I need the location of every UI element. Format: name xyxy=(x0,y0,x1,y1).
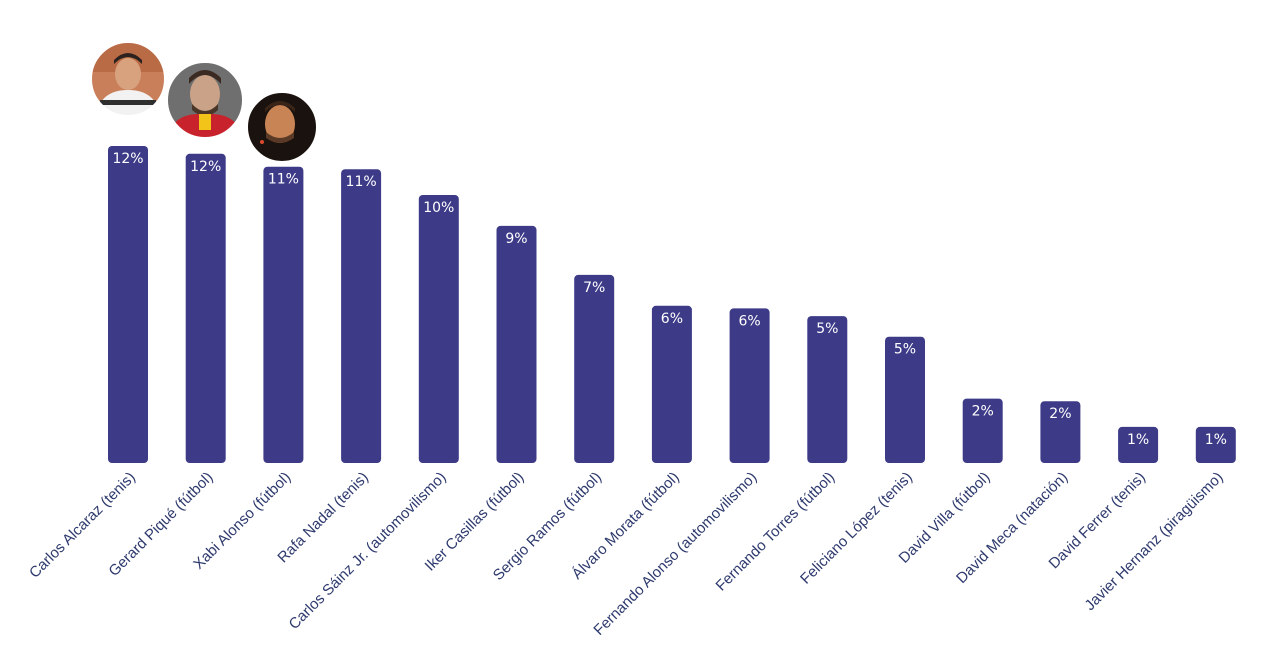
data-label: 2% xyxy=(1049,406,1071,422)
bar xyxy=(1040,401,1081,463)
category-labels-group: Carlos Alcaraz (tenis)Gerard Piqué (fútb… xyxy=(26,469,1227,639)
avatar-gerard-pique xyxy=(167,62,243,138)
bar xyxy=(341,169,382,463)
bar xyxy=(108,146,148,463)
data-label: 5% xyxy=(816,321,838,337)
data-label: 11% xyxy=(346,174,377,190)
bar xyxy=(729,308,770,463)
category-label: Carlos Sáinz Jr. (automovilismo) xyxy=(286,469,450,633)
data-label: 12% xyxy=(112,151,143,167)
bar xyxy=(574,274,615,463)
avatar-ring xyxy=(246,91,318,163)
data-label: 11% xyxy=(268,172,299,188)
bar xyxy=(1195,426,1236,463)
bar xyxy=(496,225,537,463)
avatar-ring xyxy=(166,61,244,139)
data-label: 1% xyxy=(1127,432,1149,448)
data-label: 1% xyxy=(1205,432,1227,448)
bar xyxy=(651,305,692,463)
bar xyxy=(807,316,848,463)
data-label: 9% xyxy=(505,231,527,247)
bar xyxy=(962,398,1003,463)
data-label: 5% xyxy=(894,342,916,358)
data-label: 2% xyxy=(972,404,994,420)
bar xyxy=(263,166,304,463)
bar xyxy=(185,153,226,464)
category-label: Javier Hernanz (piragüismo) xyxy=(1081,469,1226,614)
bar xyxy=(418,195,459,463)
data-label: 10% xyxy=(423,200,454,216)
data-label: 12% xyxy=(190,159,221,175)
bar xyxy=(885,336,925,463)
bars-group: 12% 12% 11% 11% 10% 9% 7% 6% 6% 5% 5% 2% 2% 1% 1% xyxy=(108,146,1236,464)
data-label: 6% xyxy=(661,311,683,327)
avatar-carlos-alcaraz xyxy=(91,42,165,116)
category-label: Fernando Alonso (automovilismo) xyxy=(590,469,760,639)
data-label: 6% xyxy=(738,313,760,329)
bar xyxy=(1118,426,1159,463)
data-label: 7% xyxy=(583,280,605,296)
avatar-xabi-alonso xyxy=(247,92,317,162)
avatar-ring xyxy=(90,41,166,117)
